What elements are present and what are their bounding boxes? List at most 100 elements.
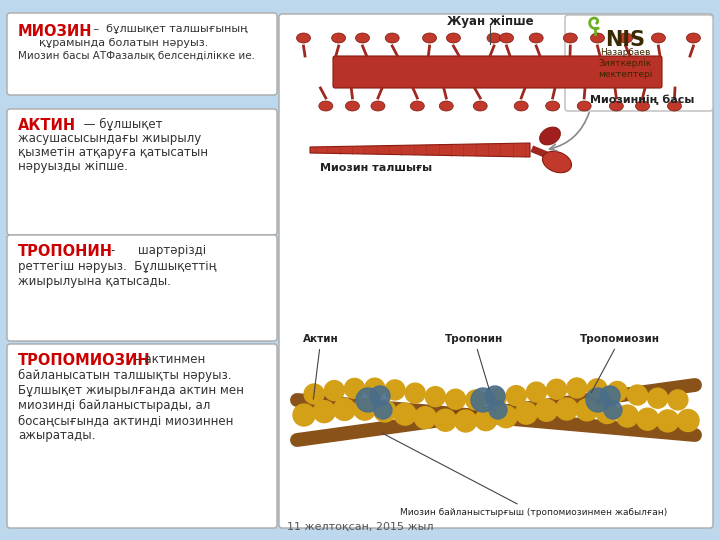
- FancyBboxPatch shape: [565, 15, 713, 111]
- Circle shape: [293, 404, 315, 426]
- Ellipse shape: [577, 101, 591, 111]
- Text: Миозин басы АТФазалық белсенділікке ие.: Миозин басы АТФазалық белсенділікке ие.: [18, 51, 255, 61]
- Circle shape: [385, 380, 405, 400]
- Text: жиырылуына қатысады.: жиырылуына қатысады.: [18, 275, 171, 288]
- Ellipse shape: [332, 33, 346, 43]
- Ellipse shape: [540, 127, 560, 145]
- Text: МИОЗИН: МИОЗИН: [18, 24, 92, 39]
- Ellipse shape: [563, 33, 577, 43]
- Circle shape: [333, 399, 356, 421]
- Circle shape: [475, 409, 497, 430]
- Text: Миозин байланыстырғыш (тропомиозинмен жабылған): Миозин байланыстырғыш (тропомиозинмен жа…: [382, 433, 667, 517]
- Text: қызметін атқаруға қатысатын: қызметін атқаруға қатысатын: [18, 146, 208, 159]
- Ellipse shape: [618, 33, 633, 43]
- Text: Миозиннің басы: Миозиннің басы: [590, 94, 694, 105]
- Ellipse shape: [423, 33, 436, 43]
- Ellipse shape: [385, 33, 399, 43]
- Circle shape: [426, 387, 446, 407]
- Circle shape: [616, 405, 639, 427]
- Ellipse shape: [487, 33, 501, 43]
- Circle shape: [648, 388, 667, 408]
- Circle shape: [374, 401, 392, 419]
- Ellipse shape: [319, 101, 333, 111]
- Text: Бұлшықет жиырылғанда актин мен: Бұлшықет жиырылғанда актин мен: [18, 384, 244, 397]
- Text: — бұлшықет: — бұлшықет: [80, 118, 163, 131]
- Circle shape: [536, 399, 557, 421]
- Circle shape: [567, 378, 587, 398]
- Circle shape: [495, 406, 517, 428]
- Circle shape: [434, 409, 456, 431]
- Ellipse shape: [686, 33, 701, 43]
- Ellipse shape: [514, 101, 528, 111]
- Circle shape: [471, 388, 495, 412]
- Text: құрамында болатын нәруыз.: құрамында болатын нәруыз.: [18, 38, 208, 48]
- Text: -      шартәрізді: - шартәрізді: [111, 244, 206, 257]
- Circle shape: [627, 385, 647, 405]
- Circle shape: [587, 379, 607, 399]
- Text: Тропомиозин: Тропомиозин: [580, 334, 660, 393]
- Circle shape: [365, 378, 384, 398]
- Text: – актинмен: – актинмен: [131, 353, 205, 366]
- Text: ТРОПОМИОЗИН: ТРОПОМИОЗИН: [18, 353, 150, 368]
- Ellipse shape: [500, 33, 513, 43]
- Text: реттегіш нәруыз.  Бұлшықеттің: реттегіш нәруыз. Бұлшықеттің: [18, 260, 217, 273]
- Circle shape: [313, 401, 336, 423]
- Ellipse shape: [473, 101, 487, 111]
- Circle shape: [506, 386, 526, 406]
- Circle shape: [556, 398, 577, 420]
- Ellipse shape: [609, 101, 624, 111]
- Ellipse shape: [529, 33, 543, 43]
- Text: мектептері: мектептері: [598, 70, 652, 79]
- Ellipse shape: [346, 101, 359, 111]
- Text: 11 желтоқсан, 2015 жыл: 11 желтоқсан, 2015 жыл: [287, 522, 433, 532]
- Circle shape: [405, 383, 425, 403]
- Text: Тропонин: Тропонин: [445, 334, 503, 389]
- Text: босаңсығында актинді миозиннен: босаңсығында актинді миозиннен: [18, 414, 233, 427]
- Ellipse shape: [356, 33, 369, 43]
- Text: –  бұлшықет талшығының: – бұлшықет талшығының: [90, 24, 248, 34]
- Polygon shape: [310, 143, 530, 157]
- Circle shape: [304, 384, 324, 404]
- Circle shape: [586, 388, 610, 412]
- Circle shape: [600, 386, 620, 406]
- Circle shape: [596, 402, 618, 423]
- Text: Миозин талшығы: Миозин талшығы: [320, 163, 432, 173]
- Ellipse shape: [667, 101, 681, 111]
- Circle shape: [668, 390, 688, 410]
- Text: Зияткерлік: Зияткерлік: [598, 59, 652, 68]
- FancyBboxPatch shape: [7, 13, 277, 95]
- Circle shape: [489, 401, 507, 419]
- Circle shape: [546, 379, 567, 399]
- Circle shape: [636, 408, 659, 430]
- FancyBboxPatch shape: [7, 235, 277, 341]
- Circle shape: [657, 410, 679, 432]
- Circle shape: [370, 386, 390, 406]
- Text: жасушасысындағы жиырылу: жасушасысындағы жиырылу: [18, 132, 202, 145]
- Ellipse shape: [652, 33, 665, 43]
- Text: ТРОПОНИН: ТРОПОНИН: [18, 244, 113, 259]
- Circle shape: [345, 379, 364, 399]
- Ellipse shape: [542, 151, 572, 173]
- Circle shape: [516, 402, 537, 424]
- Circle shape: [677, 409, 699, 431]
- FancyBboxPatch shape: [7, 344, 277, 528]
- Circle shape: [354, 398, 376, 420]
- Text: АКТИН: АКТИН: [18, 118, 76, 133]
- Text: Назарбаев: Назарбаев: [600, 48, 650, 57]
- Circle shape: [604, 401, 622, 419]
- Circle shape: [356, 388, 380, 412]
- Circle shape: [374, 400, 396, 422]
- FancyBboxPatch shape: [7, 109, 277, 235]
- Ellipse shape: [636, 101, 649, 111]
- Circle shape: [607, 382, 627, 402]
- Text: байланысатын талшықты нәруыз.: байланысатын талшықты нәруыз.: [18, 369, 232, 382]
- Text: NIS: NIS: [605, 30, 645, 50]
- Text: нәруызды жіпше.: нәруызды жіпше.: [18, 160, 128, 173]
- Ellipse shape: [297, 33, 310, 43]
- Circle shape: [576, 399, 598, 421]
- Text: Актин: Актин: [303, 334, 338, 399]
- Circle shape: [446, 389, 466, 409]
- FancyBboxPatch shape: [279, 14, 713, 528]
- Circle shape: [414, 407, 436, 429]
- Text: Жуан жіпше: Жуан жіпше: [446, 15, 534, 28]
